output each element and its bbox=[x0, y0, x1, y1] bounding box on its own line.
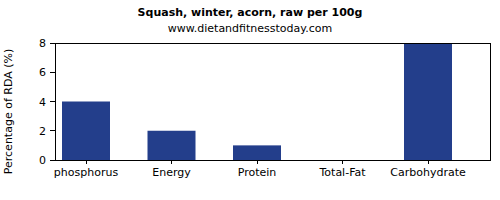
subtitle: www.dietandfitnesstoday.com bbox=[168, 22, 332, 35]
y-tick-label: 6 bbox=[39, 66, 46, 79]
y-tick bbox=[50, 72, 55, 73]
x-tick-label: Carbohydrate bbox=[390, 166, 466, 179]
chart: Squash, winter, acorn, raw per 100g www.d… bbox=[0, 0, 500, 200]
x-tick bbox=[171, 160, 172, 164]
y-tick bbox=[50, 160, 55, 161]
x-tick bbox=[428, 160, 429, 164]
x-tick-label: phosphorus bbox=[54, 166, 119, 179]
plot-frame bbox=[55, 43, 490, 160]
y-tick bbox=[50, 101, 55, 102]
y-tick-label: 8 bbox=[39, 37, 46, 50]
x-tick-label: Protein bbox=[238, 166, 277, 179]
bar bbox=[62, 102, 110, 161]
bars bbox=[62, 43, 452, 160]
y-tick-label: 4 bbox=[39, 96, 46, 109]
x-tick bbox=[257, 160, 258, 164]
x-tick bbox=[342, 160, 343, 164]
x-tick-label: Total-Fat bbox=[318, 166, 366, 179]
y-axis-label: Percentage of RDA (%) bbox=[2, 49, 15, 174]
title: Squash, winter, acorn, raw per 100g bbox=[138, 6, 363, 19]
y-tick-label: 2 bbox=[39, 125, 46, 138]
bar bbox=[404, 43, 452, 160]
y-tick-label: 0 bbox=[39, 154, 46, 167]
x-tick-label: Energy bbox=[152, 166, 191, 179]
y-tick bbox=[50, 43, 55, 44]
y-tick bbox=[50, 130, 55, 131]
bar bbox=[148, 131, 196, 160]
x-tick bbox=[86, 160, 87, 164]
bar bbox=[233, 145, 281, 160]
